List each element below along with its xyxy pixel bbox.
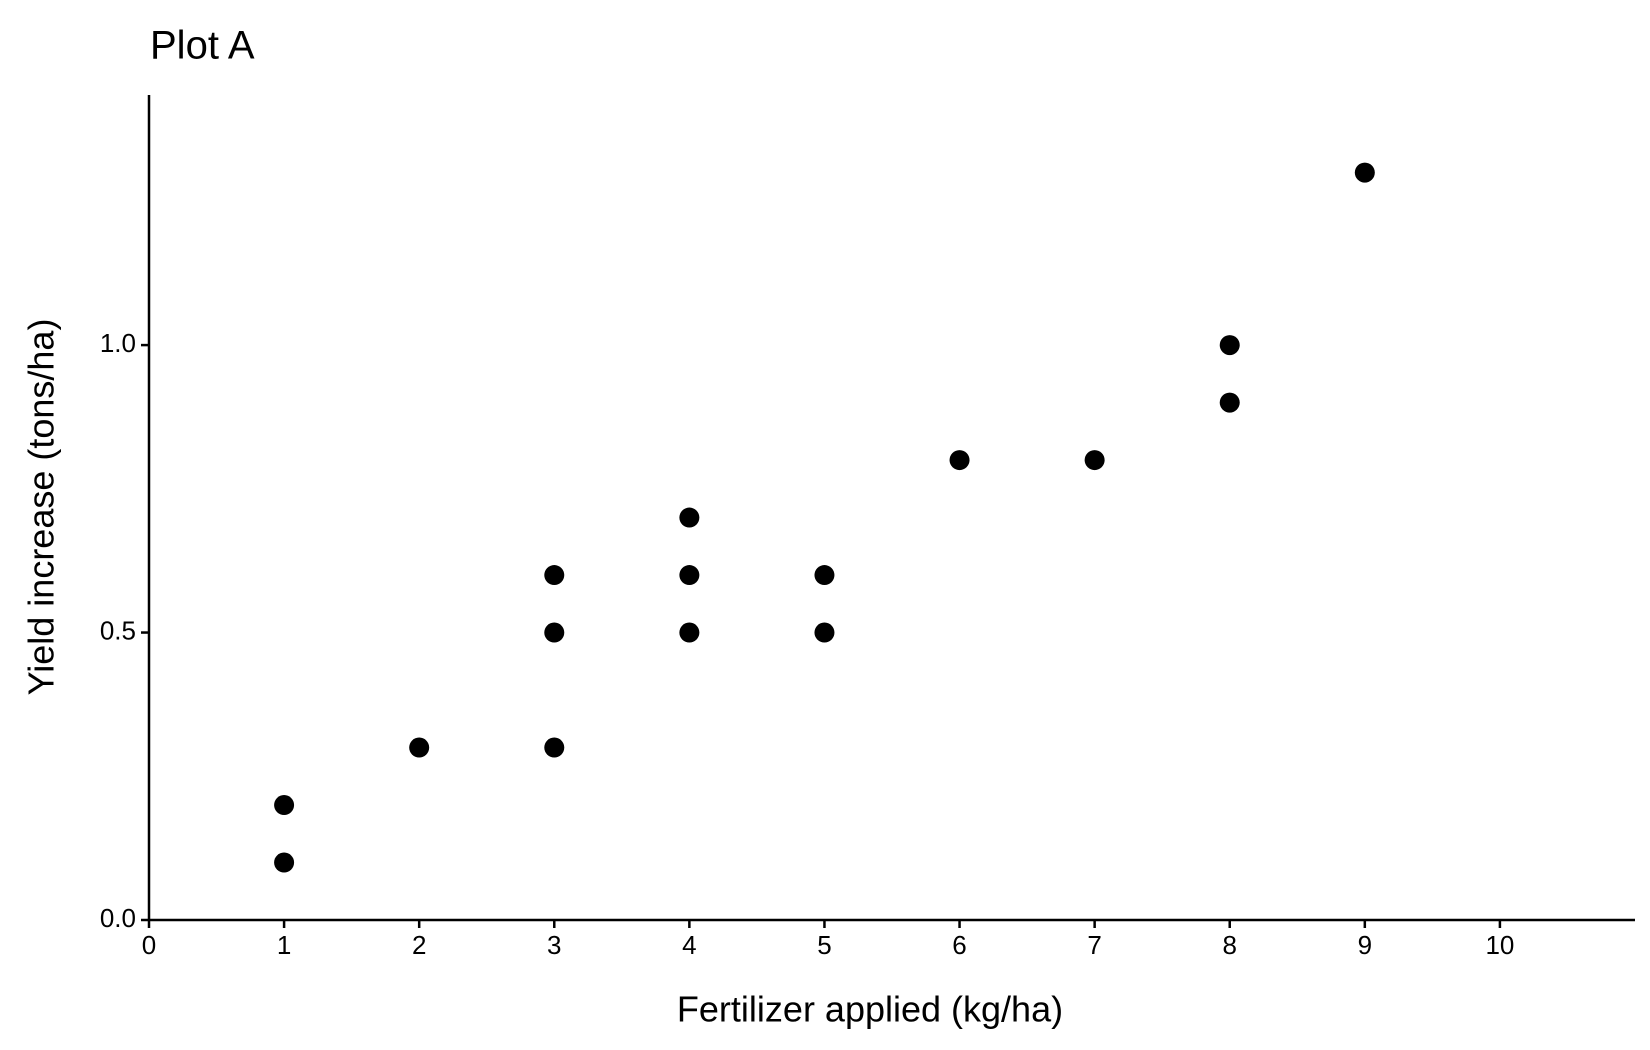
point (274, 795, 295, 816)
y-tick-label: 1.0 (100, 328, 136, 358)
y-tick-label: 0.0 (100, 903, 136, 933)
point (1219, 335, 1240, 356)
x-tick-label: 0 (142, 930, 156, 960)
point (544, 565, 565, 586)
x-tick-label: 6 (952, 930, 966, 960)
point (274, 852, 295, 873)
point (679, 507, 700, 528)
point (814, 622, 835, 643)
x-tick-label: 3 (547, 930, 561, 960)
point (1354, 162, 1375, 183)
chart-title: Plot A (150, 24, 255, 68)
x-tick-label: 7 (1087, 930, 1101, 960)
point (814, 565, 835, 586)
x-tick-label: 2 (412, 930, 426, 960)
point (544, 737, 565, 758)
x-tick-label: 5 (817, 930, 831, 960)
x-tick-label: 4 (682, 930, 696, 960)
x-tick-label: 8 (1222, 930, 1236, 960)
y-tick-label: 0.5 (100, 615, 136, 645)
x-tick-label: 9 (1358, 930, 1372, 960)
point (1219, 392, 1240, 413)
point (949, 450, 970, 471)
point (544, 622, 565, 643)
x-axis-label: Fertilizer applied (kg/ha) (677, 989, 1063, 1030)
x-tick-label: 10 (1485, 930, 1514, 960)
x-tick-label: 1 (277, 930, 291, 960)
point (1084, 450, 1105, 471)
point (679, 622, 700, 643)
point (679, 565, 700, 586)
y-axis-label: Yield increase (tons/ha) (21, 319, 62, 696)
point (409, 737, 430, 758)
